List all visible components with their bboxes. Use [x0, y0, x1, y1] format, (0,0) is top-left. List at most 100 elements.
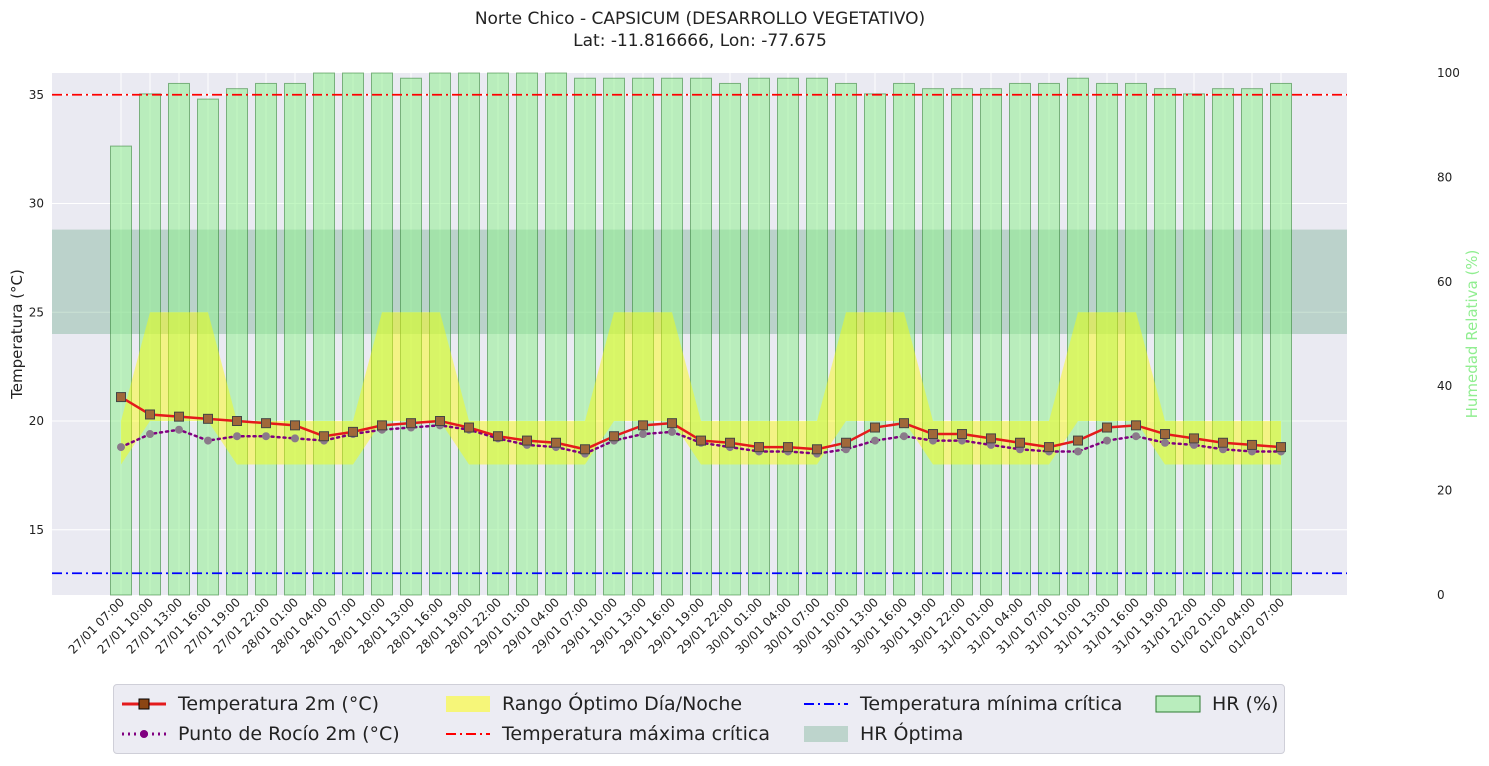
- y-tick-label: 25: [29, 305, 44, 319]
- humidity-bar: [893, 82, 915, 596]
- humidity-bar: [777, 77, 799, 596]
- humidity-bar: [1183, 93, 1205, 596]
- humidity-bars: [110, 72, 1292, 596]
- humidity-bar: [806, 77, 828, 596]
- temperature-point: [145, 409, 155, 420]
- dewpoint-point: [1161, 438, 1169, 447]
- humidity-bar: [1067, 77, 1089, 596]
- humidity-bar: [255, 82, 277, 596]
- temperature-point: [1102, 422, 1112, 433]
- humidity-bar: [1154, 88, 1176, 596]
- temperature-point: [406, 418, 416, 429]
- y-tick-label: 30: [29, 197, 44, 211]
- temperature-point: [1015, 437, 1025, 448]
- dewpoint-point: [1103, 436, 1111, 445]
- temperature-point: [1160, 429, 1170, 440]
- temperature-point: [1131, 420, 1141, 431]
- humidity-bar: [603, 77, 625, 596]
- legend-temperature-icon: [122, 698, 166, 710]
- legend-hr-optimal-icon: [804, 726, 848, 742]
- humidity-bar: [1270, 82, 1292, 596]
- legend-item-optimal-range: Rango Óptimo Día/Noche: [444, 690, 742, 718]
- temperature-point: [1247, 439, 1257, 450]
- temperature-point: [522, 435, 532, 446]
- humidity-bar: [632, 77, 654, 596]
- humidity-bar: [1009, 82, 1031, 596]
- legend-item-dewpoint: Punto de Rocío 2m (°C): [120, 720, 400, 748]
- temperature-point: [754, 442, 764, 453]
- y-tick-label: 20: [29, 414, 44, 428]
- temperature-point: [928, 429, 938, 440]
- humidity-bar: [139, 93, 161, 596]
- dewpoint-point: [117, 443, 125, 452]
- legend-item-hr: HR (%): [1154, 690, 1278, 718]
- legend-dewpoint-icon: [122, 730, 166, 738]
- series-lines: [116, 392, 1286, 458]
- temperature-point: [870, 422, 880, 433]
- humidity-bar: [748, 77, 770, 596]
- temperature-point: [174, 411, 184, 422]
- dewpoint-point: [639, 430, 647, 439]
- temperature-point: [319, 431, 329, 442]
- temperature-point: [435, 416, 445, 426]
- temperature-point: [957, 429, 967, 440]
- humidity-bar: [1241, 88, 1263, 596]
- temperature-point: [116, 392, 126, 403]
- legend-label: Temperatura mínima crítica: [860, 693, 1123, 715]
- humidity-bar: [1096, 82, 1118, 596]
- legend-hr-icon: [1155, 695, 1201, 713]
- humidity-bar: [400, 77, 422, 596]
- temperature-point: [551, 437, 561, 448]
- dewpoint-point: [233, 432, 241, 441]
- y2-tick-label: 20: [1437, 484, 1452, 498]
- temperature-point: [696, 435, 706, 446]
- temperature-point: [232, 416, 242, 426]
- temperature-point: [899, 418, 909, 429]
- y2-axis-ticks: 0 20 40 60 80 100: [1437, 66, 1460, 602]
- y-axis-label: Temperatura (°C): [8, 269, 26, 400]
- humidity-bar: [197, 98, 219, 596]
- humidity-bar: [110, 145, 132, 596]
- humidity-bar: [661, 77, 683, 596]
- dewpoint-point: [175, 425, 183, 434]
- temperature-point: [783, 442, 793, 453]
- dewpoint-point: [146, 430, 154, 439]
- y2-tick-label: 0: [1437, 588, 1445, 602]
- humidity-bar: [168, 82, 190, 596]
- humidity-bar: [980, 88, 1002, 596]
- legend-item-hr-optimal: HR Óptima: [802, 720, 963, 748]
- humidity-bar: [313, 72, 335, 596]
- temperature-point: [609, 431, 619, 442]
- legend-label: Rango Óptimo Día/Noche: [502, 693, 743, 715]
- humidity-bar: [835, 82, 857, 596]
- temperature-point: [464, 422, 474, 433]
- temperature-point: [812, 444, 822, 455]
- dewpoint-point: [900, 432, 908, 441]
- humidity-bar: [371, 72, 393, 596]
- dewpoint-point: [204, 436, 212, 445]
- humidity-bar: [690, 77, 712, 596]
- humidity-bar: [284, 82, 306, 596]
- temperature-point: [493, 431, 503, 442]
- humidity-bar: [516, 72, 538, 596]
- humidity-bar: [574, 77, 596, 596]
- humidity-bar: [429, 72, 451, 596]
- y2-tick-label: 40: [1437, 379, 1452, 393]
- temperature-point: [580, 444, 590, 455]
- dewpoint-point: [262, 432, 270, 441]
- legend-item-min-critical: Temperatura mínima crítica: [802, 690, 1122, 718]
- humidity-bar: [1125, 82, 1147, 596]
- legend-optimal-range-icon: [446, 696, 490, 712]
- temperature-point: [1189, 433, 1199, 444]
- temperature-point: [348, 426, 358, 437]
- y-tick-label: 35: [29, 88, 44, 102]
- humidity-bar: [342, 72, 364, 596]
- temperature-point: [1276, 442, 1286, 453]
- chart-subtitle: Lat: -11.816666, Lon: -77.675: [573, 31, 827, 51]
- y-axis-ticks: 15 20 25 30 35: [29, 88, 44, 537]
- humidity-bar: [1212, 88, 1234, 596]
- temperature-point: [290, 420, 300, 431]
- legend-label: HR Óptima: [860, 723, 964, 745]
- dewpoint-point: [1132, 432, 1140, 441]
- humidity-bar: [951, 88, 973, 596]
